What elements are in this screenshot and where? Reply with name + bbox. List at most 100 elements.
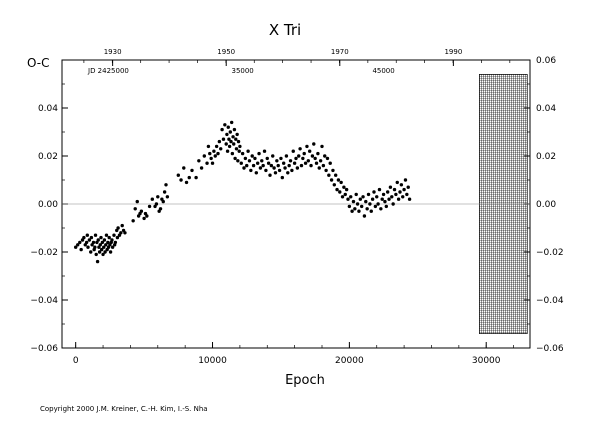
data-point	[232, 142, 236, 146]
y-right-tick-label: −0.04	[536, 296, 564, 306]
data-point	[120, 223, 124, 228]
x-tick-label: 30000	[472, 356, 501, 366]
data-point	[277, 168, 282, 173]
data-point	[388, 185, 393, 189]
y-left-tick-label: −0.02	[30, 248, 58, 258]
jd-tick-label: 35000	[231, 67, 253, 75]
data-point	[221, 137, 226, 141]
data-point	[217, 139, 222, 144]
y-left-tick-label: 0.00	[38, 200, 58, 210]
data-point	[357, 209, 361, 213]
data-point	[239, 161, 243, 165]
data-point	[214, 144, 219, 149]
data-point	[229, 139, 233, 144]
data-point	[355, 202, 360, 206]
data-point	[276, 163, 280, 168]
data-point	[403, 178, 408, 182]
data-point	[262, 149, 267, 153]
data-point	[254, 171, 259, 175]
data-point	[110, 245, 115, 249]
data-point	[104, 243, 108, 247]
data-point	[89, 250, 93, 254]
copyright-text: Copyright 2000 J.M. Kreiner, C.-H. Kim, …	[40, 405, 208, 413]
y-left-tick-label: −0.06	[30, 344, 58, 354]
data-point	[205, 161, 209, 165]
data-point	[369, 209, 373, 213]
data-point	[257, 151, 261, 156]
data-point	[135, 199, 139, 204]
data-point	[268, 173, 272, 177]
data-point	[381, 192, 386, 197]
data-point	[225, 149, 230, 153]
data-point	[269, 163, 274, 168]
data-point	[89, 235, 94, 240]
data-point	[339, 180, 343, 185]
data-point	[261, 163, 265, 168]
data-point	[147, 204, 152, 209]
data-point	[234, 147, 239, 151]
data-point	[245, 163, 249, 168]
data-point	[103, 250, 107, 254]
data-point	[346, 197, 350, 201]
data-point	[351, 199, 356, 204]
data-point	[336, 178, 341, 182]
data-point	[298, 147, 302, 151]
data-point	[76, 243, 80, 247]
data-point	[310, 154, 315, 158]
data-point	[131, 219, 135, 223]
data-point	[158, 207, 163, 211]
data-point	[212, 149, 216, 153]
data-point	[145, 214, 149, 218]
data-point	[258, 166, 263, 170]
x-tick-label: 10000	[198, 356, 227, 366]
data-point	[317, 166, 321, 170]
data-point	[73, 245, 78, 249]
data-point	[206, 144, 211, 149]
data-point	[227, 137, 231, 141]
data-point	[133, 207, 137, 211]
data-point	[94, 252, 98, 257]
data-point	[380, 197, 384, 201]
data-point	[321, 163, 326, 168]
data-point	[116, 226, 120, 230]
data-point	[182, 166, 186, 170]
data-point	[271, 154, 275, 158]
y-right-tick-label: 0.06	[536, 56, 556, 66]
data-point	[362, 214, 367, 218]
data-point	[176, 173, 181, 177]
data-point	[253, 156, 257, 161]
data-point	[290, 168, 294, 173]
data-point	[373, 204, 378, 209]
data-point	[265, 156, 269, 161]
data-point	[79, 247, 83, 252]
data-point	[398, 190, 402, 194]
x-tick-label: 20000	[335, 356, 364, 366]
data-point	[302, 151, 306, 156]
top-year-label: 1970	[331, 48, 349, 56]
data-point	[228, 130, 233, 134]
data-point	[329, 178, 334, 182]
data-point	[119, 231, 123, 235]
data-point	[294, 156, 298, 161]
data-point	[235, 132, 239, 137]
data-point	[347, 204, 352, 209]
data-point	[234, 137, 238, 141]
data-point	[350, 209, 354, 213]
data-point	[379, 207, 383, 211]
data-point	[338, 190, 342, 194]
data-point	[184, 180, 189, 185]
data-point	[331, 168, 335, 173]
data-point	[93, 245, 97, 249]
data-point	[305, 144, 309, 149]
data-point	[306, 159, 311, 163]
data-point	[93, 233, 98, 237]
data-point	[364, 199, 368, 204]
data-point	[164, 183, 168, 187]
data-point	[156, 195, 160, 199]
data-point	[86, 245, 90, 249]
data-point	[249, 168, 253, 173]
data-point	[376, 202, 380, 206]
data-point	[87, 238, 92, 242]
data-point	[394, 192, 398, 197]
data-point	[231, 135, 235, 139]
